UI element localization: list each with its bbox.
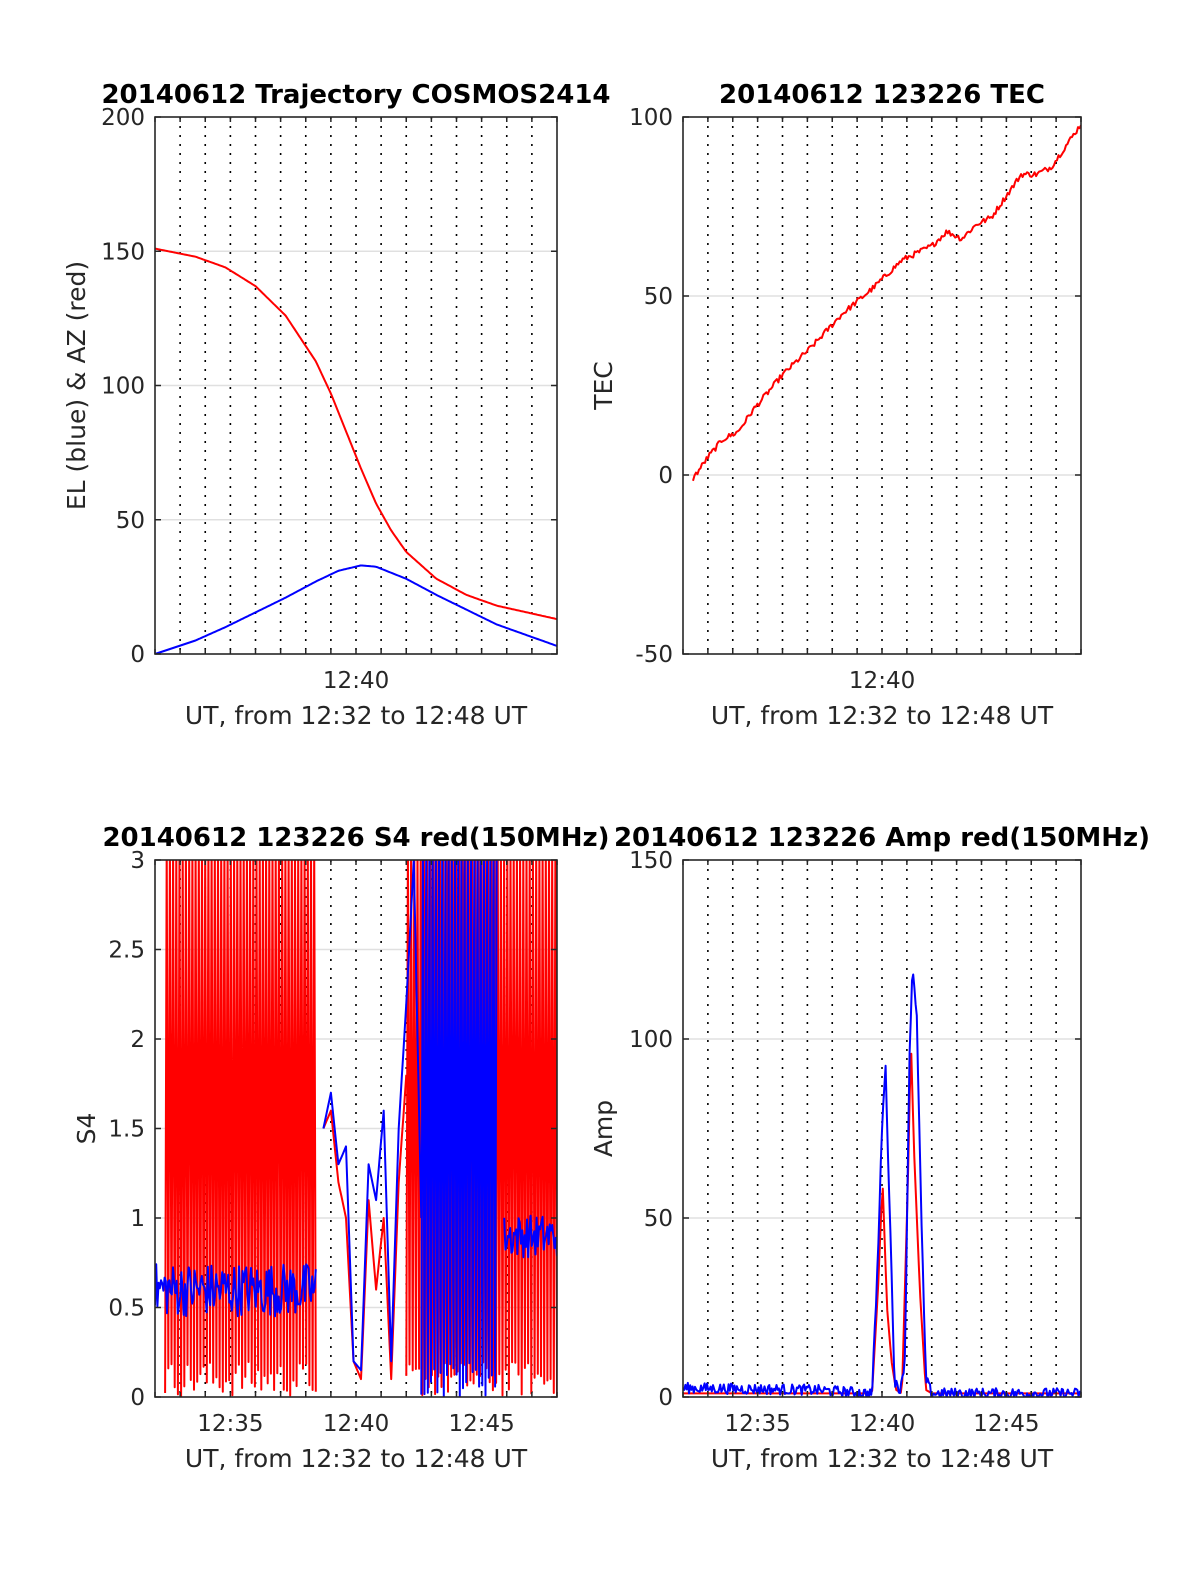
series-line (155, 564, 557, 654)
y-tick-label: 100 (629, 1027, 673, 1053)
x-tick-label: 12:35 (724, 1411, 790, 1437)
y-tick-label: 150 (629, 848, 673, 874)
series-line (683, 973, 1081, 1397)
y-tick-label: 2 (130, 1027, 145, 1053)
x-axis-label: UT, from 12:32 to 12:48 UT (185, 1444, 528, 1473)
tec-chart: -50 0 50 100 12:40 20140612 123226 TEC UT, fro… (589, 80, 1082, 730)
series-line (503, 1214, 557, 1259)
series-line (692, 124, 1081, 482)
amp-chart: 0 50 100 150 12:35 12:40 12:45 20140612 123226 … (589, 823, 1150, 1473)
x-tick-label: 12:45 (448, 1411, 514, 1437)
y-tick-label: 3 (130, 848, 145, 874)
y-tick-label: 0 (130, 642, 145, 668)
x-tick-label: 12:40 (849, 1411, 915, 1437)
chart-title: 20140612 123226 Amp red(150MHz) (614, 823, 1150, 853)
y-tick-label: 100 (629, 105, 673, 131)
series-line (155, 247, 557, 621)
y-axis-label: S4 (72, 1113, 101, 1145)
series-line (164, 860, 317, 1397)
x-tick-label: 12:40 (323, 1411, 389, 1437)
series-line (322, 860, 423, 1372)
chart-title: 20140612 123226 TEC (719, 80, 1045, 110)
y-tick-label: 50 (644, 284, 673, 310)
trajectory-chart: 0 50 100 150 200 12:40 20140612 Trajectory COS… (62, 80, 611, 730)
y-tick-label: 0 (658, 463, 673, 489)
y-tick-label: 50 (644, 1206, 673, 1232)
x-tick-label: 12:40 (323, 668, 389, 694)
plot-frame (682, 116, 1082, 655)
chart-title: 20140612 Trajectory COSMOS2414 (101, 80, 610, 110)
x-tick-label: 12:35 (197, 1411, 263, 1437)
y-tick-label: 150 (101, 239, 145, 265)
y-tick-label: 1.5 (108, 1117, 145, 1143)
s4-chart: 0 0.5 1 1.5 2 2.5 3 12:35 12:40 12:45 20140612 123… (72, 823, 610, 1473)
x-tick-label: 12:40 (849, 668, 915, 694)
x-axis-label: UT, from 12:32 to 12:48 UT (185, 701, 528, 730)
y-tick-label: 0.5 (108, 1296, 145, 1322)
chart-title: 20140612 123226 S4 red(150MHz) (102, 823, 609, 853)
y-axis-label: EL (blue) & AZ (red) (62, 261, 91, 510)
x-axis-label: UT, from 12:32 to 12:48 UT (711, 701, 1054, 730)
y-tick-label: -50 (635, 642, 673, 668)
x-axis-label: UT, from 12:32 to 12:48 UT (711, 1444, 1054, 1473)
y-axis-label: TEC (589, 361, 618, 411)
series-line (155, 1263, 317, 1318)
y-tick-label: 200 (101, 105, 145, 131)
series-line (322, 1074, 408, 1381)
series-line (420, 860, 498, 1397)
y-tick-label: 0 (130, 1385, 145, 1411)
y-tick-label: 2.5 (108, 938, 145, 964)
y-axis-label: Amp (589, 1100, 618, 1157)
x-tick-label: 12:45 (973, 1411, 1039, 1437)
y-tick-label: 0 (658, 1385, 673, 1411)
y-tick-label: 50 (116, 508, 145, 534)
y-tick-label: 1 (130, 1206, 145, 1232)
y-tick-label: 100 (101, 374, 145, 400)
